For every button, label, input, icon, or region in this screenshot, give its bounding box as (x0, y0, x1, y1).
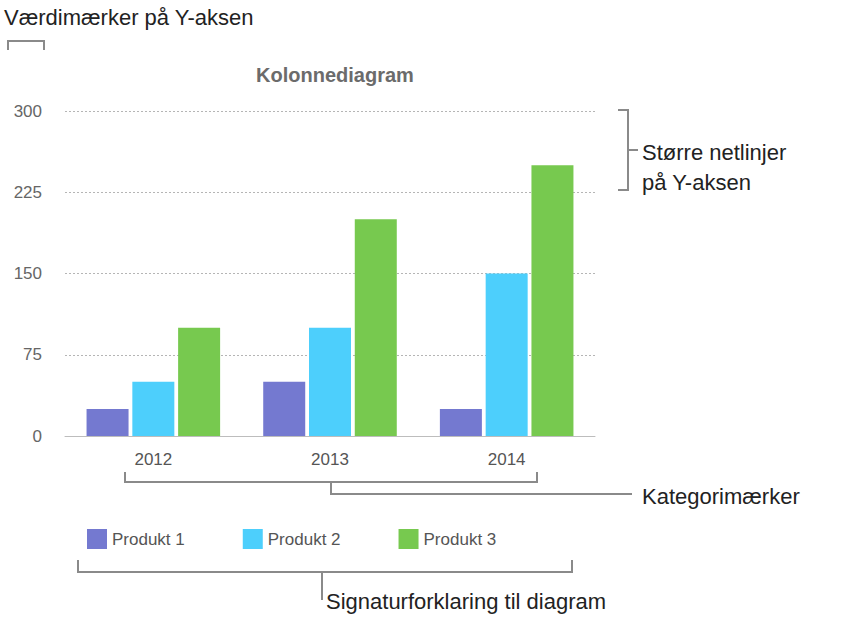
svg-text:2012: 2012 (134, 450, 172, 469)
svg-text:på Y-aksen: på Y-aksen (642, 170, 751, 195)
svg-text:2014: 2014 (488, 450, 526, 469)
svg-text:Signaturforklaring til diagram: Signaturforklaring til diagram (326, 589, 606, 614)
svg-text:Større netlinjer: Større netlinjer (642, 140, 786, 165)
svg-text:Produkt 3: Produkt 3 (424, 530, 497, 549)
svg-text:Kategorimærker: Kategorimærker (642, 484, 800, 509)
svg-text:Kolonnediagram: Kolonnediagram (256, 64, 414, 86)
svg-text:Værdimærker på Y-aksen: Værdimærker på Y-aksen (4, 5, 253, 30)
svg-text:75: 75 (23, 345, 42, 364)
svg-text:2013: 2013 (311, 450, 349, 469)
svg-text:300: 300 (14, 102, 42, 121)
svg-text:Produkt 2: Produkt 2 (268, 530, 341, 549)
svg-text:0: 0 (33, 427, 42, 446)
svg-text:Produkt 1: Produkt 1 (112, 530, 185, 549)
svg-text:150: 150 (14, 264, 42, 283)
svg-text:225: 225 (14, 183, 42, 202)
